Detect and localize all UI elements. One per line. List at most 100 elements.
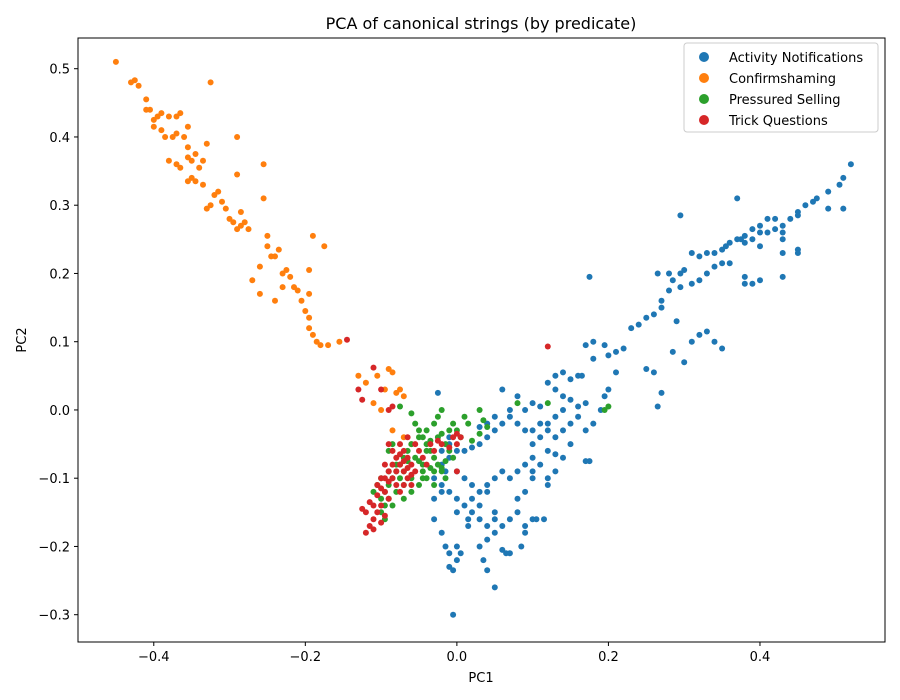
data-point [461,447,468,454]
data-point [688,338,695,345]
data-point [658,304,665,311]
data-point [378,485,385,492]
data-point [256,290,263,297]
data-point [200,181,206,188]
data-point [779,229,786,236]
data-point [177,110,184,117]
y-tick-label: 0.4 [49,131,70,146]
data-point [207,79,214,86]
data-point [450,611,457,618]
data-point [408,410,415,417]
data-point [469,495,475,502]
data-point [423,427,430,434]
x-axis-label: PC1 [468,671,493,686]
data-point [537,434,544,441]
data-point [165,157,172,164]
data-point [491,516,498,523]
data-point [711,338,718,345]
data-point [438,447,445,454]
data-point [381,488,388,495]
data-point [397,403,403,410]
data-point [514,393,521,400]
data-point [416,447,422,454]
data-point [260,161,267,168]
data-point [378,502,385,509]
data-point [400,495,407,502]
data-point [836,181,843,188]
data-point [688,250,695,256]
data-point [514,495,521,502]
legend-label: Pressured Selling [729,93,840,108]
data-point [438,407,445,413]
data-point [393,482,400,488]
data-point [522,407,529,413]
data-point [135,82,142,89]
data-point [465,516,472,523]
data-point [552,468,559,475]
data-point [374,509,381,516]
data-point [787,215,794,222]
data-point [544,447,551,454]
data-point [438,465,445,471]
data-point [438,482,445,488]
data-point [389,427,396,434]
data-point [726,260,733,267]
data-point [381,512,388,519]
data-point [650,369,657,376]
data-point [575,413,582,420]
data-point [552,434,559,441]
data-point [658,389,665,396]
data-point [772,215,779,222]
data-point [400,458,407,465]
data-point [177,164,184,171]
data-point [256,263,263,270]
data-point [427,441,434,448]
data-point [643,366,650,372]
data-point [404,465,411,471]
data-point [491,427,498,434]
data-point [499,386,506,393]
data-point [245,226,252,233]
plot-frame [77,37,886,643]
data-point [389,403,396,410]
data-point [749,226,756,233]
data-point [628,325,635,332]
data-point [582,342,589,349]
data-point [423,461,430,468]
data-point [703,250,710,256]
data-point [537,461,544,468]
data-point [416,434,422,441]
data-point [184,123,191,130]
data-point [552,413,559,420]
data-point [453,557,460,564]
series-2 [370,400,612,523]
data-point [453,509,460,516]
data-point [719,246,726,253]
data-point [237,209,244,215]
data-point [491,413,498,420]
legend-label: Activity Notifications [729,51,863,66]
data-point [453,495,460,502]
legend: Activity Notifications Confirmshaming Pres… [683,42,879,133]
data-point [158,127,165,134]
data-point [605,386,612,393]
data-point [385,468,392,475]
data-point [207,202,214,209]
y-tick-label: 0.0 [49,404,70,419]
data-point [772,226,779,233]
data-point [469,482,475,488]
data-point [503,550,510,557]
data-point [491,475,498,482]
series-3 [344,336,551,536]
data-point [408,471,415,478]
points-layer [112,58,854,618]
data-point [465,523,472,529]
data-point [302,308,309,314]
data-point [514,400,521,407]
data-point [719,260,726,267]
data-point [506,475,513,482]
data-point [431,516,438,523]
data-point [779,222,786,229]
data-point [529,441,536,448]
data-point [582,400,589,407]
